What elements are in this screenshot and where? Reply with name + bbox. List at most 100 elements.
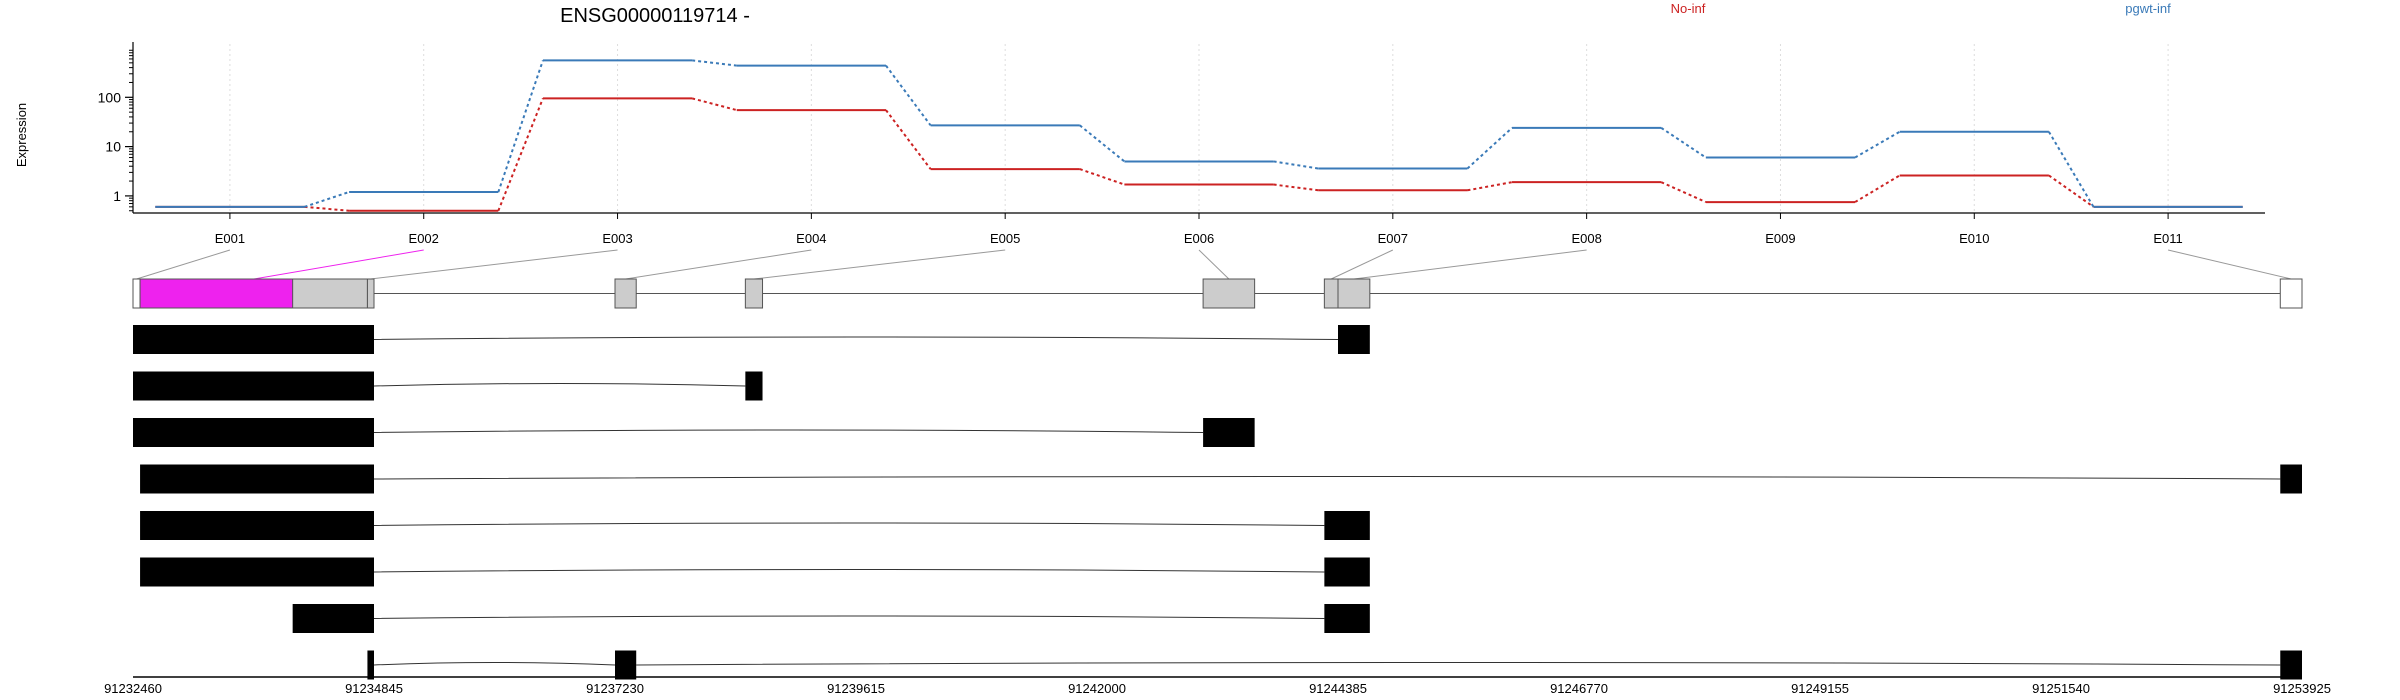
transcript-5-exon-2 [1324,511,1370,540]
series-no-inf-connector [497,98,544,212]
transcript-8-exon-2 [615,650,637,680]
genomic-tick-label: 91246770 [1550,681,1608,696]
genomic-tick-label: 91244385 [1309,681,1367,696]
transcript-4-intron [373,476,2281,480]
transcript-4-exon-1 [140,464,374,494]
gene-exon-e003 [366,278,375,309]
genomic-tick-label: 91251540 [2032,681,2090,696]
transcript-3-exon-1 [133,418,374,447]
genomic-tick-label: 91232460 [104,681,162,696]
exon-tick-labels: E001 E002 E003 E004 E005 E006 E007 E008 E009 E010… [215,213,2183,246]
connector-e008 [1353,249,1587,280]
gene-exon-highlight-e002 [139,278,294,309]
series-pgwt-inf-connector [1854,130,1901,159]
genomic-tick-label: 91237230 [586,681,644,696]
connector-e007 [1330,249,1394,280]
y-axis-label: Expression [14,103,29,167]
gene-exon-e001 [132,278,141,309]
x-tick-label-e010: E010 [1959,231,1989,246]
x-tick-label-e006: E006 [1184,231,1214,246]
transcript-8-intron [373,662,616,666]
x-tick-label-e007: E007 [1378,231,1408,246]
genomic-tick-label: 91242000 [1068,681,1126,696]
x-tick-label-e002: E002 [409,231,439,246]
gene-exon-e008 [1337,278,1371,309]
genomic-coordinate-axis: 91232460 91234845 91237230 91239615 91242000… [104,676,2331,696]
connector-e006 [1198,249,1230,280]
x-tick-label-e008: E008 [1571,231,1601,246]
gene-exon-e005 [744,278,764,309]
series-pgwt-inf-connector [2048,131,2095,208]
series-pgwt-inf-connector [692,59,737,67]
series-pgwt-inf-connector [1466,127,1513,170]
series-no-inf-connector [2048,174,2095,208]
x-tick-label-e009: E009 [1765,231,1795,246]
transcript-6-intron [373,569,1325,573]
y-tick-label: 10 [105,139,121,155]
transcript-4-exon-2 [2280,464,2302,494]
transcript-1-exon-1 [133,325,374,354]
gene-exon-e004 [614,278,637,309]
series-no-inf-connector [885,109,932,170]
series-no-inf-connector [304,205,350,212]
x-tick-label-e011: E011 [2153,231,2182,246]
y-tick-label: 1 [113,188,121,204]
transcript-7-exon-2 [1324,604,1370,633]
series-pgwt-inf-connector [885,64,932,126]
series-no-inf-connector [1079,168,1125,186]
series-pgwt-inf-connector [497,60,544,193]
legend-entry-no-inf: No-inf [1671,1,1706,16]
transcript-8-exon-1 [367,650,374,680]
series-no-inf-connector [1854,174,1901,203]
y-tick-label: 100 [98,89,122,105]
genomic-tick-label: 91234845 [345,681,403,696]
transcript-8-intron [636,662,2281,666]
gene-model-track [132,278,2303,309]
series-pgwt-inf-connector [1660,127,1707,159]
transcript-7-exon-1 [292,604,374,633]
x-tick-label-e003: E003 [602,231,632,246]
connector-e005 [753,249,1006,280]
series-no-inf-connector [1273,183,1319,192]
exon-connector-lines [136,249,2292,280]
transcript-6-exon-2 [1324,557,1370,587]
transcript-7-intron [373,615,1325,619]
transcript-6-exon-1 [140,557,374,587]
series-pgwt-inf-connector [304,191,350,208]
connector-e002 [253,249,424,280]
legend-entry-pgwt-inf: pgwt-inf [2125,1,2171,16]
gene-exon-e006 [1202,278,1256,309]
series-no-inf-connector [1660,181,1707,203]
connector-e004 [625,249,812,280]
transcript-8-exon-3 [2280,650,2302,680]
gene-exon-e007 [1323,278,1339,309]
genomic-tick-label: 91249155 [1791,681,1849,696]
genomic-tick-label: 91253925 [2273,681,2331,696]
transcript-2-exon-2 [745,371,763,401]
plot-series [155,59,2243,212]
series-pgwt-inf-connector [1079,124,1126,163]
transcript-3-exon-2 [1203,418,1255,447]
chart-title: ENSG00000119714 - [560,5,750,27]
connector-e003 [370,249,618,280]
transcript-5-intron [373,522,1325,526]
transcript-2-exon-1 [133,371,374,401]
connector-e011 [2167,249,2292,280]
gene-exon-e011 [2279,278,2303,309]
transcript-1-intron [373,336,1339,340]
connector-e001 [136,249,231,280]
transcript-2-intron [373,383,746,387]
series-no-inf-connector [1467,181,1513,192]
genomic-tick-label: 91239615 [827,681,885,696]
transcript-1-exon-2 [1338,325,1370,354]
transcript-5-exon-1 [140,511,374,540]
x-tick-label-e001: E001 [215,231,245,246]
transcript-3-intron [373,429,1204,433]
series-no-inf-connector [691,97,737,112]
transcript-tracks [133,325,2302,680]
x-tick-label-e005: E005 [990,231,1020,246]
series-pgwt-inf-connector [1273,160,1319,170]
x-tick-label-e004: E004 [796,231,826,246]
plot-axes: 1 10 100 [98,42,2265,214]
